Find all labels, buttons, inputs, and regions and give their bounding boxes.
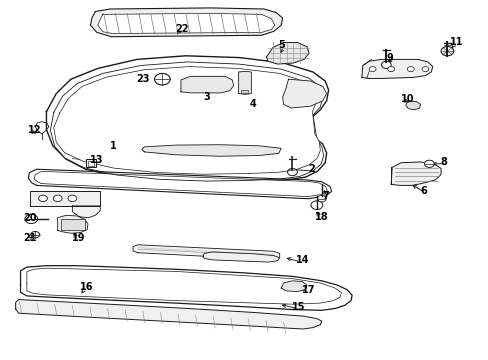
Bar: [241, 90, 247, 93]
Polygon shape: [203, 252, 279, 262]
Polygon shape: [361, 59, 432, 78]
Text: 23: 23: [136, 74, 149, 84]
FancyBboxPatch shape: [85, 159, 96, 167]
Text: 10: 10: [400, 94, 414, 104]
Polygon shape: [142, 145, 281, 156]
Polygon shape: [405, 102, 420, 110]
Circle shape: [154, 73, 170, 85]
Circle shape: [287, 168, 297, 176]
Polygon shape: [20, 266, 351, 310]
Circle shape: [387, 67, 394, 72]
Polygon shape: [27, 268, 341, 304]
Polygon shape: [98, 13, 274, 33]
FancyBboxPatch shape: [87, 161, 94, 166]
Text: 3: 3: [203, 92, 209, 102]
Circle shape: [440, 46, 453, 56]
Text: 14: 14: [295, 255, 309, 265]
Bar: [61, 219, 84, 230]
Polygon shape: [238, 71, 251, 94]
Circle shape: [31, 231, 40, 238]
Text: 15: 15: [292, 302, 305, 312]
Text: 21: 21: [23, 233, 37, 243]
Text: 4: 4: [249, 99, 256, 109]
Polygon shape: [181, 76, 233, 93]
Polygon shape: [16, 300, 321, 329]
Text: 16: 16: [80, 282, 93, 292]
Polygon shape: [50, 62, 323, 181]
Polygon shape: [28, 169, 331, 199]
Polygon shape: [281, 281, 306, 292]
Text: 11: 11: [449, 37, 463, 48]
Polygon shape: [133, 245, 279, 260]
Polygon shape: [266, 42, 308, 64]
Text: 5: 5: [278, 40, 285, 50]
Circle shape: [310, 201, 322, 210]
Text: 2: 2: [307, 164, 314, 174]
Polygon shape: [282, 79, 326, 108]
Text: 7: 7: [322, 191, 329, 201]
Circle shape: [381, 61, 390, 68]
Polygon shape: [30, 191, 100, 206]
Text: 6: 6: [420, 186, 427, 196]
Polygon shape: [390, 162, 440, 185]
Text: 19: 19: [72, 233, 86, 243]
Circle shape: [421, 67, 428, 72]
Polygon shape: [54, 67, 320, 174]
Circle shape: [68, 195, 77, 202]
Circle shape: [317, 195, 325, 202]
Polygon shape: [58, 215, 88, 233]
Circle shape: [25, 214, 38, 224]
Text: 17: 17: [302, 285, 315, 295]
Polygon shape: [72, 206, 100, 218]
Circle shape: [407, 67, 413, 72]
Text: 13: 13: [89, 155, 103, 165]
Text: 22: 22: [175, 24, 188, 34]
Circle shape: [53, 195, 62, 202]
Text: 9: 9: [386, 53, 392, 63]
Text: 12: 12: [28, 125, 42, 135]
Text: 18: 18: [315, 212, 328, 222]
Polygon shape: [46, 56, 328, 182]
Circle shape: [368, 67, 375, 72]
Text: 1: 1: [110, 141, 117, 151]
Circle shape: [424, 160, 433, 167]
Polygon shape: [90, 8, 282, 37]
Text: 20: 20: [23, 213, 37, 223]
Polygon shape: [34, 171, 326, 197]
Text: 8: 8: [439, 157, 446, 167]
Circle shape: [39, 195, 47, 202]
